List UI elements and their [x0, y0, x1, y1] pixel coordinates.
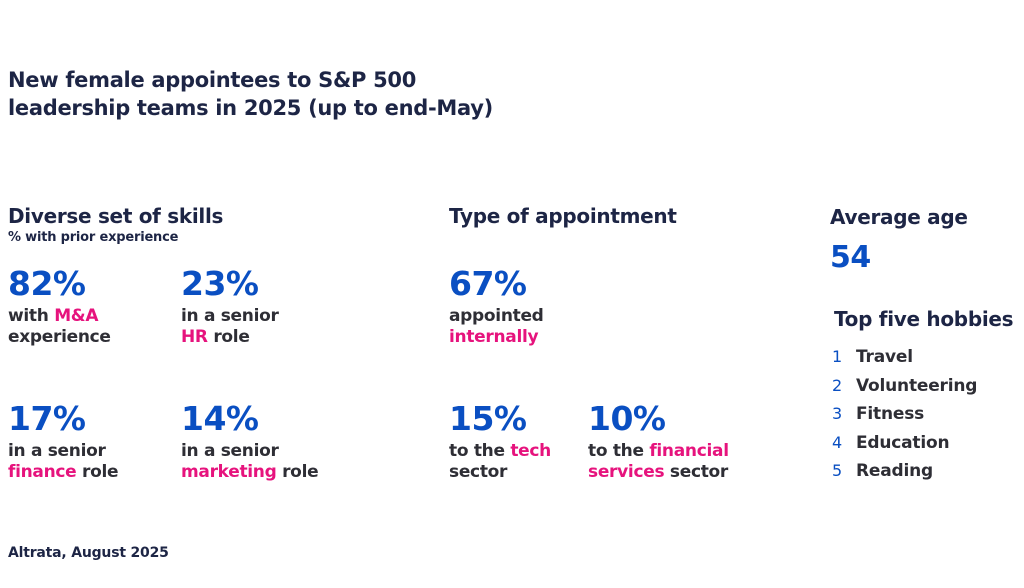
skills-heading: Diverse set of skills	[8, 204, 224, 228]
stat-internal: 67% appointed internally	[449, 266, 544, 348]
stat-label: in a senior HR role	[181, 306, 279, 347]
list-item: 2 Volunteering	[832, 375, 978, 396]
stat-label: appointed internally	[449, 306, 544, 347]
stat-label: in a senior finance role	[8, 441, 119, 482]
page-title-line-1: New female appointees to S&P 500	[8, 68, 417, 92]
list-item: 4 Education	[832, 432, 950, 453]
stat-value: 67%	[449, 264, 527, 303]
page-title: New female appointees to S&P 500 leaders…	[8, 66, 493, 122]
stat-value: 82%	[8, 264, 86, 303]
stat-ma: 82% with M&A experience	[8, 266, 111, 348]
age-value: 54	[830, 240, 871, 275]
source-footer: Altrata, August 2025	[8, 545, 169, 561]
stat-marketing: 14% in a senior marketing role	[181, 399, 319, 483]
list-item: 3 Fitness	[832, 404, 925, 424]
page-title-line-2: leadership teams in 2025 (up to end-May)	[8, 96, 493, 120]
stat-label: to the financial services sector	[588, 441, 729, 482]
stat-label: to the tech sector	[449, 441, 551, 482]
stat-financial-services: 10% to the financial services sector	[588, 401, 729, 483]
stat-value: 14%	[181, 399, 259, 438]
stat-tech: 15% to the tech sector	[449, 401, 551, 483]
stat-value: 10%	[588, 399, 666, 438]
stat-finance: 17% in a senior finance role	[8, 399, 119, 483]
list-item: 5 Reading	[832, 461, 933, 481]
stat-label: with M&A experience	[8, 306, 111, 347]
stat-value: 23%	[181, 264, 259, 303]
stat-value: 15%	[449, 399, 527, 438]
hobbies-heading: Top five hobbies	[834, 307, 1014, 331]
age-heading: Average age	[830, 205, 968, 229]
list-item: 1 Travel	[832, 347, 913, 367]
stat-label: in a senior marketing role	[181, 441, 319, 482]
skills-subheading: % with prior experience	[8, 230, 179, 245]
stat-hr: 23% in a senior HR role	[181, 266, 279, 348]
hobbies-list: 1 Travel 2 Volunteering 3 Fitness 4 Educatio…	[832, 343, 977, 486]
stat-value: 17%	[8, 399, 86, 438]
appointment-heading: Type of appointment	[449, 204, 677, 228]
